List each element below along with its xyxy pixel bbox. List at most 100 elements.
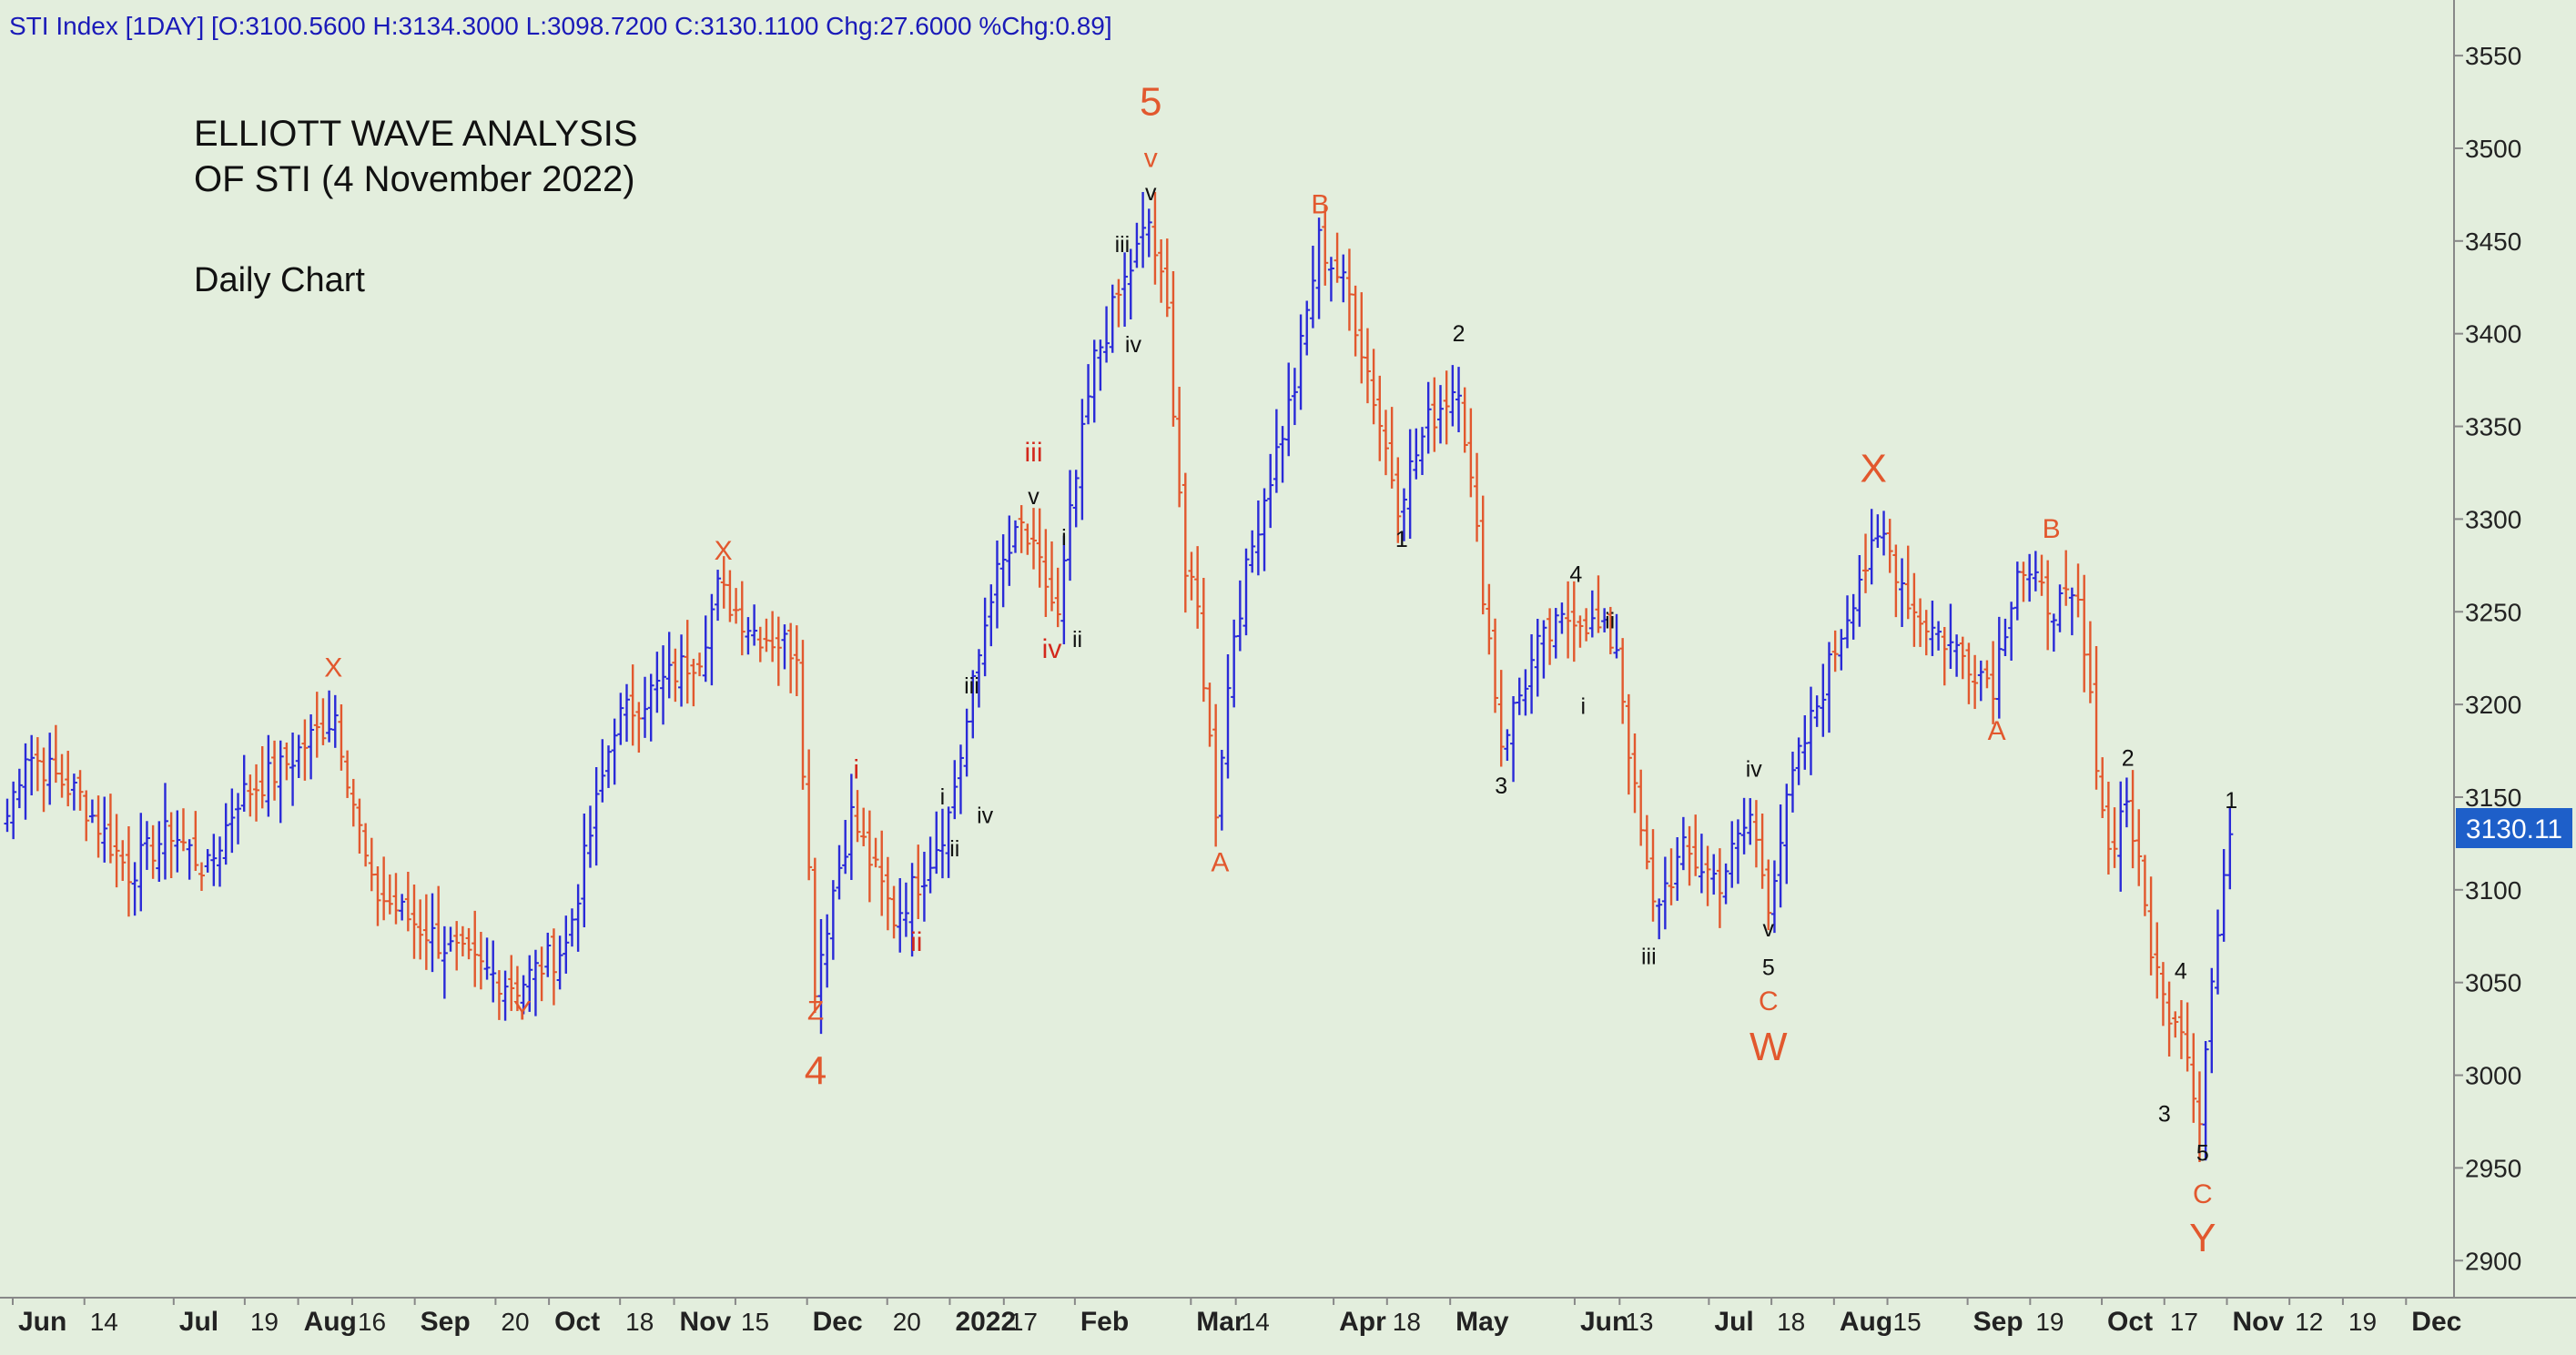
ohlc-bar: [660, 645, 667, 725]
ohlc-bar: [2196, 1071, 2203, 1163]
ohlc-bar: [301, 719, 309, 781]
ohlc-bar: [1090, 339, 1098, 423]
ohlc-bar: [902, 882, 909, 937]
y-tick-label: 2900: [2465, 1247, 2521, 1275]
ohlc-bar: [1583, 608, 1590, 642]
ohlc-bar: [1358, 292, 1365, 384]
ohlc-bar: [1813, 695, 1820, 727]
ohlc-bar: [2044, 560, 2052, 651]
wave-label: v: [1144, 143, 1158, 173]
ohlc-bar: [277, 740, 284, 824]
ohlc-bar: [1479, 495, 1486, 615]
ohlc-bar: [1601, 608, 1608, 632]
ohlc-bar: [672, 648, 679, 703]
ohlc-bar: [1959, 636, 1966, 680]
x-tick-label: 18: [625, 1308, 654, 1336]
ohlc-bar: [1461, 387, 1468, 453]
ohlc-bar: [1115, 278, 1122, 328]
ohlc-bar: [951, 760, 958, 820]
ohlc-bar: [1631, 733, 1638, 814]
ohlc-bar: [2050, 613, 2057, 652]
ohlc-bar: [1085, 364, 1092, 425]
ohlc-bar: [143, 821, 150, 870]
ohlc-bar: [472, 910, 479, 987]
ohlc-bar: [106, 794, 114, 864]
ohlc-bar: [1072, 470, 1080, 528]
ohlc-bar: [908, 863, 916, 957]
ohlc-bar: [2190, 1033, 2197, 1123]
ohlc-bar: [604, 745, 612, 788]
wave-label: A: [1211, 847, 1229, 877]
ohlc-bar: [1364, 328, 1371, 404]
ohlc-bar: [969, 670, 977, 739]
ohlc-bar: [58, 753, 66, 798]
ohlc-bar: [1674, 837, 1681, 901]
ohlc-bar: [1352, 285, 1359, 357]
ohlc-bar: [1340, 254, 1347, 303]
wave-label: iii: [1025, 438, 1043, 468]
ohlc-bar: [338, 703, 345, 771]
ohlc-bar: [1151, 191, 1159, 285]
ohlc-bar: [2099, 757, 2106, 818]
wave-label: 4: [805, 1049, 827, 1094]
ohlc-bar: [422, 894, 430, 970]
ohlc-bar: [733, 588, 740, 624]
ohlc-bar: [356, 798, 363, 854]
wave-label: 5: [1140, 79, 1161, 124]
ohlc-bar: [1388, 407, 1395, 489]
last-price-tag: [2456, 808, 2572, 848]
header-ohlc-text: STI Index [1DAY] [O:3100.5600 H:3134.300…: [9, 12, 1112, 40]
wave-label: iv: [1125, 332, 1142, 358]
ohlc-bar: [125, 826, 132, 917]
ohlc-bar: [1668, 848, 1675, 905]
ohlc-bar: [745, 617, 752, 655]
ohlc-bar: [265, 734, 272, 817]
x-tick-label: Apr: [1339, 1307, 1386, 1337]
ohlc-bar: [1941, 627, 1948, 686]
wave-label: i: [1061, 525, 1067, 551]
ohlc-bar: [678, 634, 685, 707]
ohlc-bar: [119, 840, 127, 882]
ohlc-bar: [1285, 362, 1293, 457]
ohlc-bar: [52, 724, 59, 784]
ohlc-bar: [999, 534, 1007, 608]
ohlc-bar: [544, 932, 552, 977]
ohlc-bar: [556, 935, 563, 990]
ohlc-bar: [283, 742, 290, 781]
ohlc-bar: [854, 790, 861, 843]
ohlc-bar: [1011, 520, 1019, 553]
wave-label: iii: [964, 673, 979, 699]
ohlc-bar: [2093, 646, 2100, 790]
ohlc-bar: [429, 893, 436, 973]
wave-label: B: [2043, 514, 2061, 544]
ohlc-bar: [1206, 683, 1213, 747]
ohlc-bar: [2123, 777, 2130, 828]
ohlc-bar: [938, 808, 946, 879]
ohlc-bar: [1892, 544, 1900, 618]
wave-label: 4: [1569, 562, 1582, 588]
x-tick-label: 19: [2035, 1308, 2064, 1336]
wave-label: 5: [1762, 956, 1775, 981]
ohlc-bar: [40, 747, 47, 813]
ohlc-bar: [1911, 572, 1918, 647]
ohlc-bar: [502, 970, 509, 1021]
ohlc-bar: [1922, 610, 1930, 656]
ohlc-bar: [386, 874, 393, 915]
ohlc-bar: [738, 581, 745, 656]
ohlc-bar: [1315, 217, 1323, 319]
ohlc-bar: [1455, 367, 1463, 433]
wave-label: 2: [2122, 745, 2135, 771]
ohlc-bar: [1497, 670, 1505, 767]
wave-label: 5: [2196, 1140, 2209, 1166]
ohlc-bar: [271, 740, 279, 801]
ohlc-bar: [1309, 245, 1316, 329]
y-tick-label: 3050: [2465, 969, 2521, 997]
ohlc-bar: [2141, 854, 2148, 916]
x-tick-label: 20: [893, 1308, 921, 1336]
x-tick-label: Mar: [1196, 1307, 1245, 1337]
ohlc-bar: [1474, 452, 1481, 542]
ohlc-bar: [1547, 608, 1554, 665]
ohlc-bar: [1291, 368, 1298, 426]
ohlc-bar: [1510, 695, 1517, 783]
wave-label: ii: [1605, 609, 1615, 634]
